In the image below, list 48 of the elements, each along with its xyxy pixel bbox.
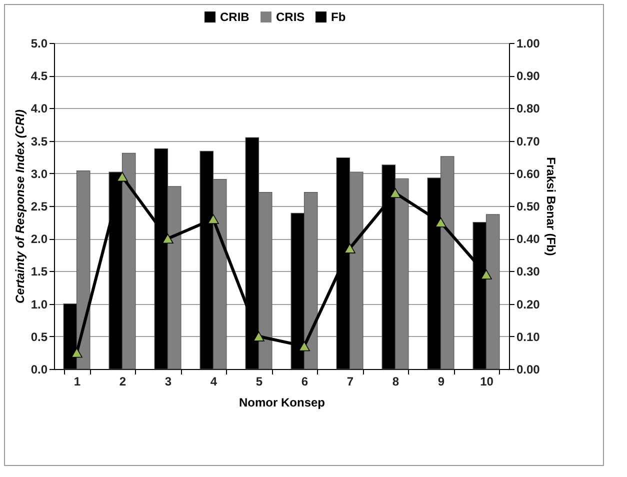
- x-tick-label: 8: [392, 374, 400, 388]
- y-tick-label: 5.0: [30, 36, 48, 50]
- y-tick-label: 1.5: [30, 264, 48, 279]
- y2-tick-label: 0.60: [516, 166, 540, 181]
- x-axis-title: Nomor Konsep: [238, 396, 326, 410]
- x-tick-label: 1: [74, 374, 81, 388]
- y-tick-label: 3.5: [30, 134, 48, 148]
- y2-tick-label: 0.90: [516, 69, 540, 84]
- y2-tick-label: 0.50: [516, 200, 540, 214]
- y2-tick-label: 0.10: [516, 330, 540, 344]
- point: [298, 341, 310, 352]
- legend-label: CRIS: [276, 10, 305, 24]
- point: [435, 217, 446, 228]
- x-tick-label: 2: [119, 374, 126, 388]
- point: [208, 214, 219, 224]
- y-tick-label: 1.0: [30, 297, 48, 312]
- y2-tick-label: 0.20: [516, 297, 540, 312]
- x-tick-label: 5: [256, 374, 263, 388]
- y-tick-label: 2.5: [30, 200, 48, 214]
- legend-label: Fb: [331, 10, 346, 24]
- legend-label: CRIB: [220, 10, 250, 24]
- point: [162, 234, 174, 244]
- point: [71, 348, 82, 358]
- x-tick-label: 9: [438, 374, 445, 388]
- y-tick-label: 0.5: [30, 330, 48, 344]
- y2-tick-label: 0.80: [516, 102, 540, 116]
- point: [116, 172, 128, 182]
- point: [480, 270, 492, 280]
- y-tick-label: 4.5: [30, 69, 48, 84]
- y2-tick-label: 0.00: [516, 362, 540, 376]
- y2-axis-title: Fraksi Benar (Fb): [544, 157, 558, 256]
- y-axis-title: Certainty of Response Index (CRI): [12, 109, 27, 304]
- x-tick-label: 6: [301, 374, 308, 388]
- y2-tick-label: 0.70: [516, 134, 540, 148]
- y-tick-label: 2.0: [30, 232, 48, 246]
- x-tick-label: 10: [480, 374, 494, 388]
- y-tick-label: 3.0: [30, 166, 48, 181]
- x-tick-label: 3: [164, 374, 172, 388]
- y2-tick-label: 1.00: [516, 36, 540, 50]
- point: [253, 331, 264, 342]
- point: [344, 243, 356, 254]
- y2-tick-label: 0.40: [516, 232, 540, 246]
- y-tick-label: 4.0: [30, 102, 48, 116]
- y2-tick-label: 0.30: [516, 264, 540, 279]
- x-tick-label: 7: [346, 374, 354, 388]
- y-tick-label: 0.0: [30, 362, 48, 376]
- point: [390, 188, 401, 198]
- x-tick-label: 4: [210, 374, 218, 388]
